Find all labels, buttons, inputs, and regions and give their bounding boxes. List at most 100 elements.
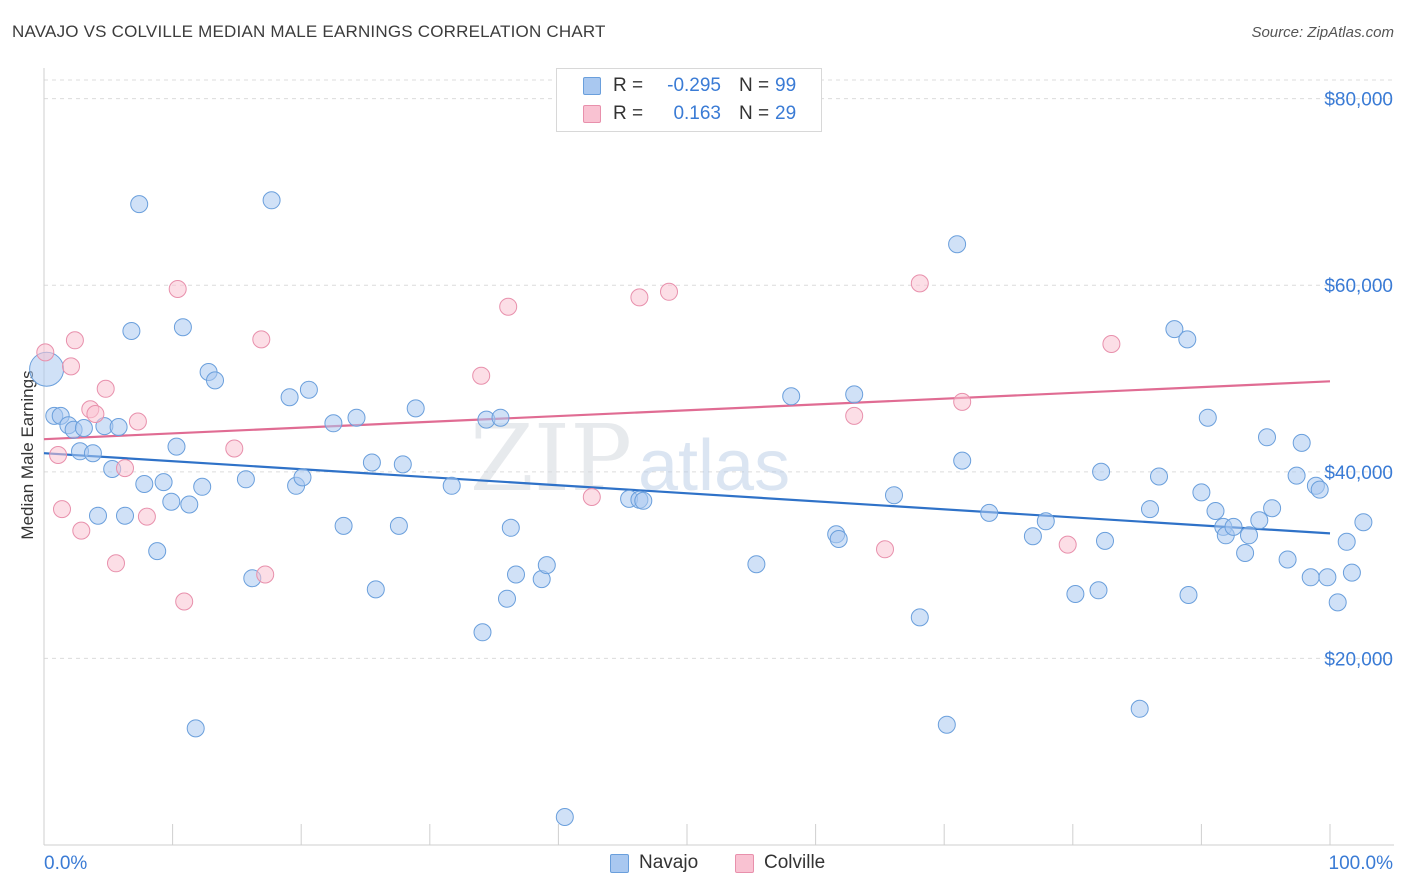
data-point-navajo <box>1337 532 1356 551</box>
x-tick-label-max: 100.0% <box>1329 853 1394 874</box>
data-point-navajo <box>389 516 408 535</box>
data-point-colville <box>630 288 649 307</box>
data-point-colville <box>225 439 244 458</box>
data-point-navajo <box>393 455 412 474</box>
legend-n-label: N = <box>739 103 770 124</box>
data-point-navajo <box>829 530 848 548</box>
data-point-navajo <box>173 318 192 337</box>
data-point-colville <box>137 507 156 526</box>
data-point-navajo <box>406 399 425 418</box>
data-point-colville <box>1102 335 1121 353</box>
data-point-navajo <box>845 385 864 404</box>
legend-item-navajo[interactable]: Navajo <box>610 852 698 874</box>
legend-swatch-navajo <box>610 853 629 873</box>
data-point-navajo <box>1023 527 1042 546</box>
data-point-navajo <box>1342 563 1361 582</box>
data-point-colville <box>256 565 275 584</box>
data-point-navajo <box>262 191 281 210</box>
data-point-colville <box>953 392 972 411</box>
data-point-navajo <box>1318 568 1337 587</box>
data-point-navajo <box>154 473 173 492</box>
legend-row-navajo: R = -0.295 N = 99 <box>583 74 796 98</box>
data-point-navajo <box>1178 330 1197 349</box>
legend-row-colville: R = 0.163 N = 29 <box>583 102 796 126</box>
data-point-colville <box>472 366 491 385</box>
data-point-navajo <box>1198 408 1217 427</box>
stats-legend: R = -0.295 N = 99 R = 0.163 N = 29 <box>556 68 822 132</box>
legend-n-label: N = <box>739 75 770 96</box>
data-point-navajo <box>122 322 141 340</box>
data-point-navajo <box>1240 526 1258 545</box>
data-point-colville <box>876 540 894 559</box>
data-point-colville <box>910 274 929 293</box>
data-point-navajo <box>937 715 956 734</box>
y-tick-label: $60,000 <box>1324 276 1393 297</box>
data-point-navajo <box>1179 586 1198 604</box>
data-point-navajo <box>206 371 224 390</box>
data-point-navajo <box>1278 550 1297 569</box>
data-point-navajo <box>299 380 318 399</box>
data-point-colville <box>582 488 601 506</box>
data-point-navajo <box>555 808 574 826</box>
trend-line-navajo <box>43 452 1331 535</box>
data-point-navajo <box>1258 428 1276 447</box>
trend-line-colville <box>43 380 1331 441</box>
data-point-navajo <box>135 475 154 493</box>
data-point-navajo <box>1096 531 1114 550</box>
data-point-colville <box>168 280 187 298</box>
chart-title: NAVAJO VS COLVILLE MEDIAN MALE EARNINGS … <box>12 22 606 41</box>
axes <box>43 68 1394 846</box>
legend-item-colville[interactable]: Colville <box>735 852 825 874</box>
y-tick-label: $40,000 <box>1324 463 1393 484</box>
data-point-navajo <box>782 387 801 406</box>
data-point-navajo <box>910 608 929 627</box>
data-point-navajo <box>1092 462 1111 481</box>
data-point-navajo <box>293 468 312 487</box>
data-point-navajo <box>1206 502 1225 520</box>
data-point-navajo <box>130 195 149 214</box>
data-point-colville <box>96 379 115 398</box>
data-point-navajo <box>334 516 353 535</box>
legend-label-navajo: Navajo <box>639 852 699 873</box>
legend-n-value: 29 <box>775 103 797 124</box>
data-point-navajo <box>280 388 299 407</box>
y-tick-label: $20,000 <box>1324 649 1393 670</box>
data-point-colville <box>660 282 678 301</box>
data-point-navajo <box>74 419 93 437</box>
data-point-navajo <box>1150 467 1168 486</box>
data-point-navajo <box>193 477 212 496</box>
legend-label-colville: Colville <box>764 852 826 873</box>
data-point-colville <box>62 357 80 376</box>
data-point-colville <box>107 554 125 573</box>
data-point-navajo <box>953 451 972 470</box>
data-point-colville <box>36 343 55 362</box>
data-point-navajo <box>362 453 381 472</box>
data-point-navajo <box>1066 585 1085 603</box>
tick-labels: $20,000 $40,000 $60,000 $80,000 0.0% 100.0% <box>44 90 1393 874</box>
data-point-navajo <box>347 408 366 427</box>
data-point-navajo <box>236 470 255 489</box>
data-point-navajo <box>1292 433 1311 452</box>
data-point-navajo <box>1165 320 1184 339</box>
data-point-colville <box>128 412 147 431</box>
data-point-navajo <box>747 555 766 574</box>
data-point-colville <box>499 297 518 316</box>
data-points <box>29 191 1373 826</box>
data-point-navajo <box>980 503 999 522</box>
legend-swatch-navajo <box>583 77 601 95</box>
data-point-navajo <box>1141 500 1159 519</box>
data-point-navajo <box>473 623 492 642</box>
data-point-navajo <box>1036 512 1055 531</box>
data-point-navajo <box>498 589 516 608</box>
legend-swatch-colville <box>735 853 754 873</box>
data-point-colville <box>49 446 68 464</box>
watermark: ZIP atlas <box>470 405 790 512</box>
data-point-navajo <box>148 542 167 561</box>
data-point-colville <box>86 405 105 423</box>
y-tick-label: $80,000 <box>1324 90 1393 111</box>
legend-r-label: R = <box>613 75 644 96</box>
data-point-navajo <box>366 580 385 599</box>
data-point-navajo <box>162 492 181 511</box>
data-point-colville <box>252 330 271 349</box>
